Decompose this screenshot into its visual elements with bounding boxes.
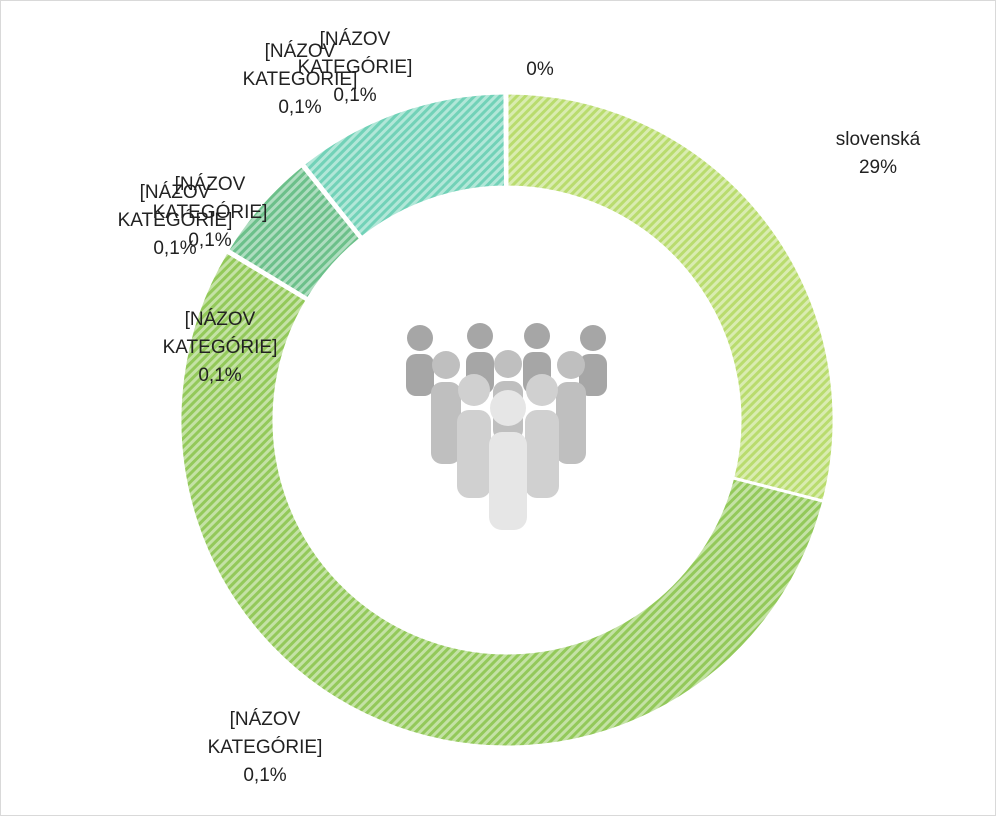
data-label: 0,1% — [243, 765, 286, 786]
category-label: [NÁZOV KATEGÓRIE] — [243, 41, 358, 90]
data-label: 0,1% — [153, 238, 196, 259]
data-label: 0,1% — [198, 365, 241, 386]
category-label: slovenská — [836, 129, 921, 150]
data-label: 0% — [526, 59, 554, 80]
donut — [178, 91, 836, 749]
people-icon — [406, 323, 607, 530]
data-label: 29% — [859, 157, 897, 178]
data-label: 0,1% — [333, 85, 376, 106]
donut-slice — [178, 249, 826, 749]
donut-slice — [505, 91, 836, 504]
data-label: 0,1% — [188, 230, 231, 251]
category-label: [NÁZOV KATEGÓRIE] — [118, 182, 233, 231]
category-label: [NÁZOV KATEGÓRIE] — [153, 174, 268, 223]
donut-slice — [503, 91, 509, 189]
category-label: [NÁZOV KATEGÓRIE] — [163, 309, 278, 358]
data-label: 0,1% — [278, 97, 321, 118]
category-label: [NÁZOV KATEGÓRIE] — [208, 709, 323, 758]
category-label: [NÁZOV KATEGÓRIE] — [298, 29, 413, 78]
